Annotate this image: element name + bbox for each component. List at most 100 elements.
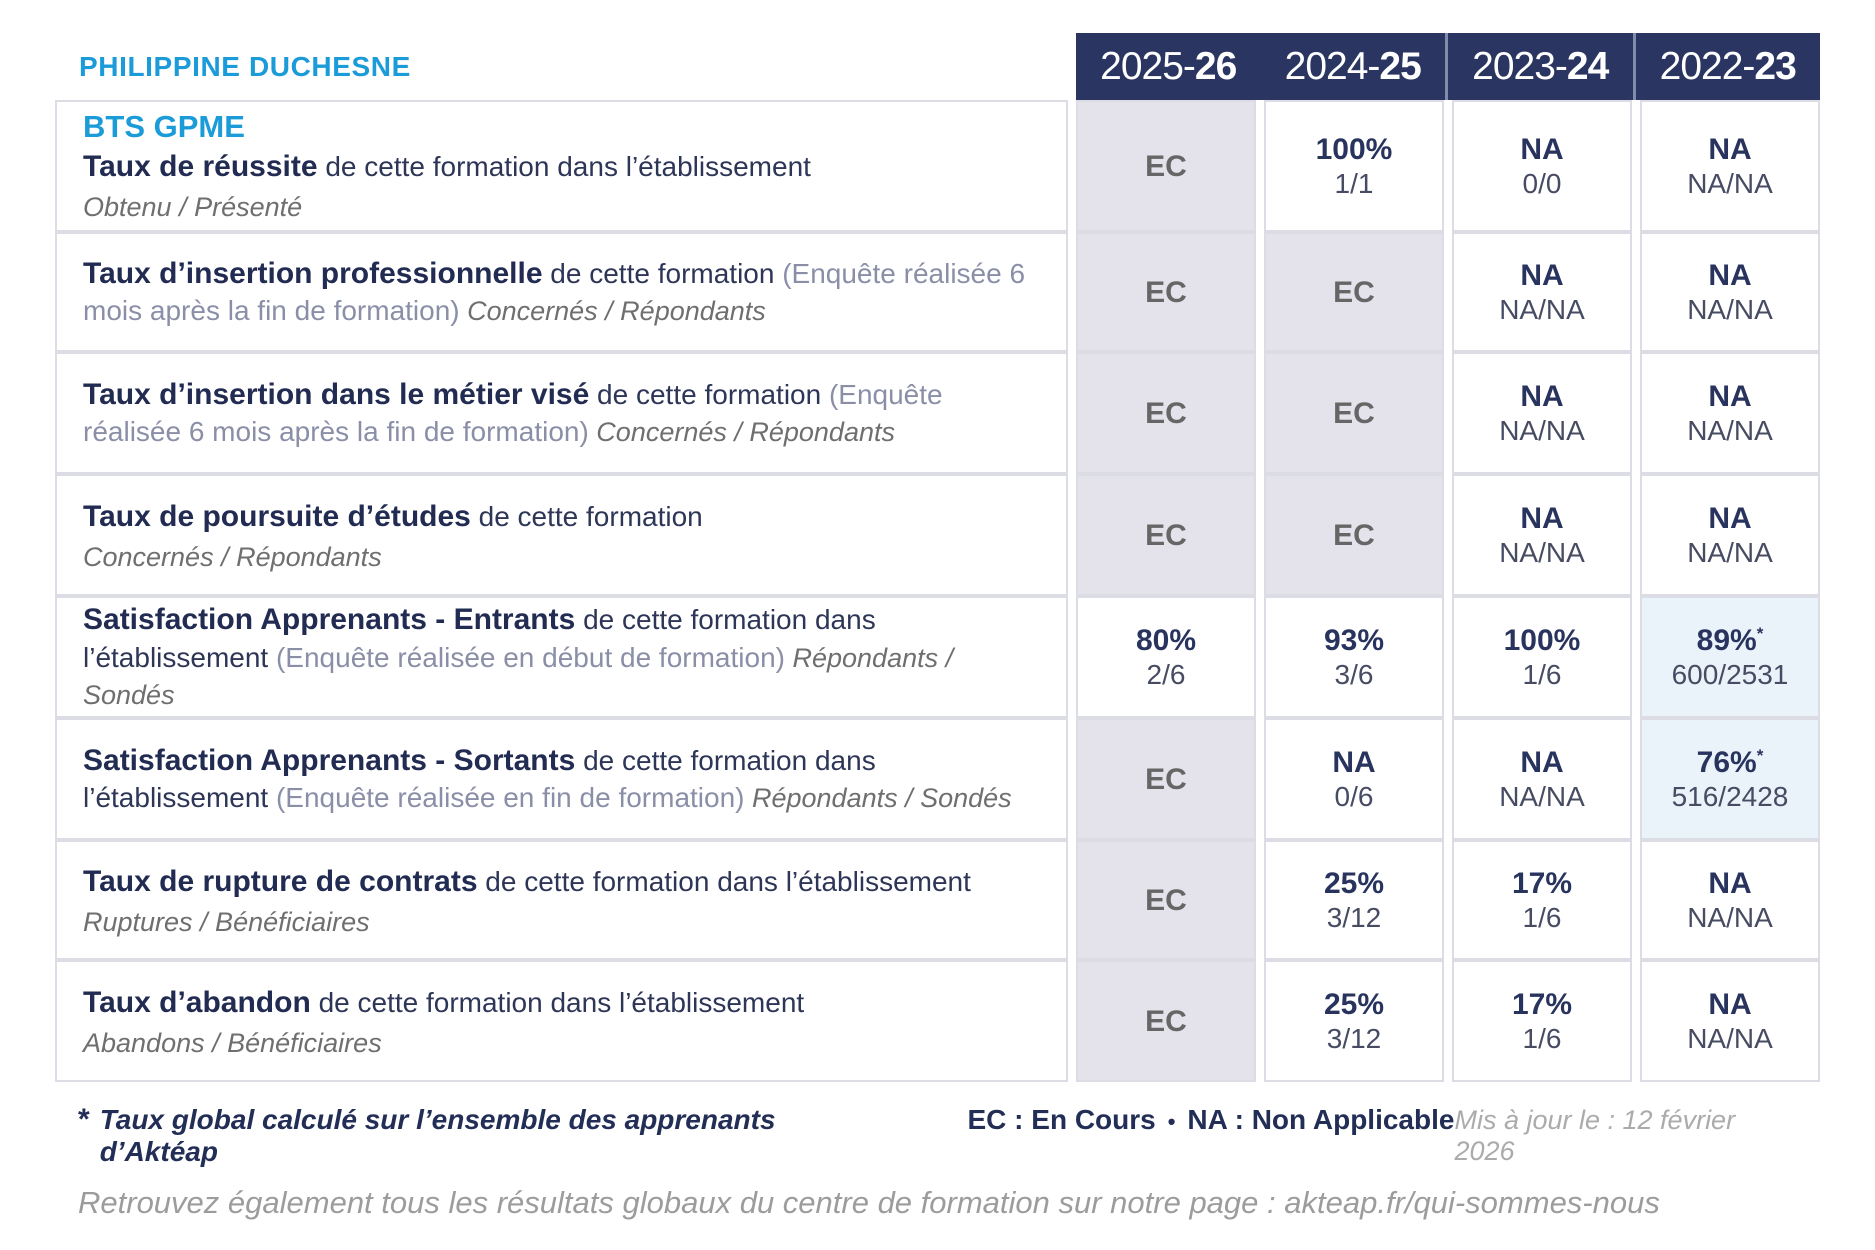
- year-header-2022-23: 2022- 23: [1632, 33, 1821, 100]
- cell-fraction: 0/6: [1334, 781, 1374, 812]
- row-label-insertion-professionnelle: Taux d’insertion professionnelle de cett…: [55, 232, 1068, 352]
- cell-fraction: NA/NA: [1499, 294, 1585, 325]
- metric-title: Taux de rupture de contrats: [83, 865, 478, 899]
- cell-value: NA: [1708, 867, 1752, 900]
- table-cell: NA 0/6: [1264, 718, 1444, 840]
- table-cell-global-rate: 76%* 516/2428: [1640, 718, 1820, 840]
- table-cell: EC: [1264, 232, 1444, 352]
- cell-value: NA: [1708, 502, 1752, 535]
- year-prefix: 2023-: [1472, 44, 1568, 88]
- table-cell: EC: [1076, 960, 1256, 1082]
- cell-value: 25%: [1323, 988, 1385, 1021]
- cell-value: NA: [1332, 746, 1376, 779]
- metric-ratio-label: Ruptures / Bénéficiaires: [83, 906, 370, 937]
- metric-text: de cette formation: [542, 257, 783, 289]
- metric-ratio-label: Concernés / Répondants: [83, 541, 382, 572]
- cell-fraction: NA/NA: [1687, 168, 1773, 199]
- cell-value: 17%: [1511, 867, 1573, 900]
- table-cell: 93% 3/6: [1264, 596, 1444, 718]
- metric-title: Taux de réussite: [83, 150, 318, 184]
- year-suffix: 26: [1194, 44, 1237, 88]
- cell-value: NA: [1520, 380, 1564, 413]
- cell-value: NA: [1520, 746, 1564, 779]
- table-cell: EC: [1076, 474, 1256, 596]
- metric-text: de cette formation dans l’établissement: [83, 604, 876, 673]
- table-cell: EC: [1076, 100, 1256, 232]
- cell-value: EC: [1145, 275, 1187, 309]
- cell-fraction: 3/6: [1334, 659, 1374, 690]
- table-cell: NA NA/NA: [1452, 352, 1632, 474]
- bottom-note: Retrouvez également tous les résultats g…: [78, 1185, 1660, 1221]
- cell-value: 25%: [1323, 867, 1385, 900]
- footnote-row: * Taux global calculé sur l’ensemble des…: [78, 1103, 1790, 1168]
- website-link[interactable]: akteap.fr/qui-sommes-nous: [1284, 1185, 1660, 1220]
- table-cell: EC: [1264, 474, 1444, 596]
- metric-text: de cette formation dans l’établissement: [477, 866, 971, 898]
- abbreviation-legend: EC : En Cours • NA : Non Applicable: [967, 1104, 1454, 1136]
- metric-text: de cette formation: [470, 501, 703, 533]
- table-cell: EC: [1076, 840, 1256, 960]
- row-label-satisfaction-entrants: Satisfaction Apprenants - Entrants de ce…: [55, 596, 1068, 718]
- cell-value: EC: [1145, 762, 1187, 796]
- cell-fraction: NA/NA: [1499, 537, 1585, 568]
- metric-label: Taux de réussite de cette formation dans…: [83, 147, 1040, 187]
- cell-value: 93%: [1323, 624, 1385, 657]
- cell-fraction: 1/6: [1522, 902, 1562, 933]
- year-header-2024-25: 2024- 25: [1261, 33, 1446, 100]
- cell-fraction: NA/NA: [1499, 781, 1585, 812]
- year-suffix: 23: [1754, 44, 1796, 88]
- metric-ratio-label: Obtenu / Présenté: [83, 191, 303, 222]
- metric-title: Taux d’abandon: [83, 986, 311, 1020]
- cell-fraction: 600/2531: [1671, 659, 1789, 690]
- metric-paren: (Enquête réalisée en début de formation): [275, 641, 785, 673]
- metric-title: Satisfaction Apprenants - Entrants: [83, 603, 576, 637]
- table-cell: NA NA/NA: [1452, 474, 1632, 596]
- metric-paren: (Enquête réalisée 6 mois après la fin de…: [83, 378, 943, 448]
- table-cell: NA NA/NA: [1640, 960, 1820, 1082]
- cell-fraction: 3/12: [1326, 1023, 1382, 1054]
- table-cell: NA NA/NA: [1640, 840, 1820, 960]
- cell-fraction: 0/0: [1522, 168, 1562, 199]
- bullet-separator: •: [1167, 1109, 1176, 1134]
- metric-text: de cette formation dans l’établissement: [317, 151, 811, 183]
- cell-fraction: NA/NA: [1687, 902, 1773, 933]
- cell-value: NA: [1708, 259, 1752, 292]
- metric-label: Taux de poursuite d’études de cette form…: [83, 497, 1040, 537]
- legend-na: NA : Non Applicable: [1187, 1104, 1455, 1135]
- year-prefix: 2025-: [1100, 44, 1196, 88]
- cell-value: NA: [1708, 988, 1752, 1021]
- table-cell: 17% 1/6: [1452, 960, 1632, 1082]
- year-header-2025-26: 2025- 26: [1076, 33, 1261, 100]
- row-label-taux-reussite: BTS GPME Taux de réussite de cette forma…: [55, 100, 1068, 232]
- metric-label: Taux d’insertion dans le métier visé de …: [83, 375, 1040, 452]
- year-prefix: 2022-: [1659, 44, 1756, 88]
- cell-value: 76%: [1696, 746, 1757, 779]
- school-name: PHILIPPINE DUCHESNE: [79, 50, 411, 82]
- cell-fraction: 516/2428: [1671, 781, 1789, 812]
- legend-ec: EC : En Cours: [967, 1104, 1156, 1135]
- cell-value: EC: [1145, 396, 1187, 430]
- metric-ratio-label: Répondants / Sondés: [83, 642, 954, 710]
- year-suffix: 25: [1379, 44, 1421, 88]
- cell-value: EC: [1333, 396, 1375, 430]
- table-cell: NA 0/0: [1452, 100, 1632, 232]
- metric-ratio-label: Concernés / Répondants: [459, 296, 766, 327]
- metric-title: Satisfaction Apprenants - Sortants: [83, 743, 576, 777]
- row-label-insertion-metier-vise: Taux d’insertion dans le métier visé de …: [55, 352, 1068, 474]
- year-prefix: 2024-: [1284, 44, 1381, 88]
- table-cell: 25% 3/12: [1264, 960, 1444, 1082]
- cell-value: 17%: [1511, 988, 1573, 1021]
- cell-value: NA: [1708, 380, 1752, 413]
- row-label-abandon: Taux d’abandon de cette formation dans l…: [55, 960, 1068, 1082]
- cell-fraction: 2/6: [1146, 659, 1186, 690]
- row-label-poursuite-etudes: Taux de poursuite d’études de cette form…: [55, 474, 1068, 596]
- last-updated-date: Mis à jour le : 12 février 2026: [1454, 1105, 1736, 1166]
- bottom-note-text: Retrouvez également tous les résultats g…: [78, 1185, 1285, 1220]
- cell-fraction: 1/6: [1522, 1023, 1562, 1054]
- metric-ratio-label: Concernés / Répondants: [588, 417, 895, 448]
- asterisk: *: [78, 1103, 90, 1136]
- table-cell: 80% 2/6: [1076, 596, 1256, 718]
- table-cell: NA NA/NA: [1640, 474, 1820, 596]
- table-cell-global-rate: 89%* 600/2531: [1640, 596, 1820, 718]
- cell-value: 80%: [1135, 624, 1197, 657]
